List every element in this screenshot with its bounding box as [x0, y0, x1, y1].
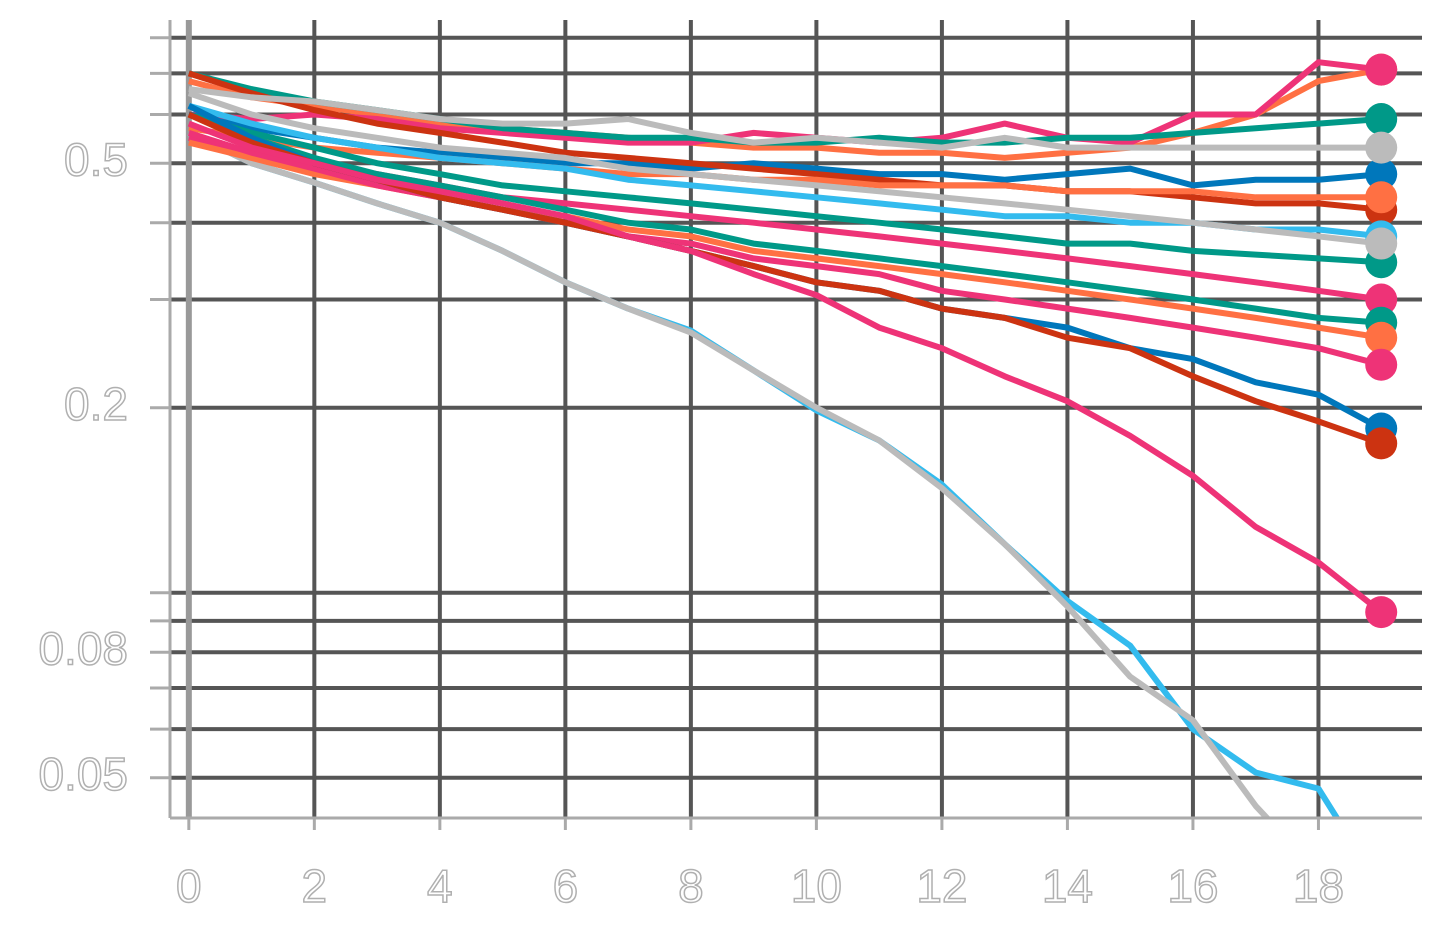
series-line: [187, 130, 1272, 818]
x-tick-label: 18: [1293, 860, 1344, 912]
series-line: [187, 111, 1382, 326]
end-marker: [1365, 427, 1398, 460]
x-tick-label: 16: [1167, 860, 1218, 912]
x-tick-label: 10: [791, 860, 842, 912]
y-tick-label: 0.2: [64, 378, 128, 430]
end-marker: [1365, 348, 1398, 381]
end-marker: [1365, 227, 1398, 260]
series-line: [187, 111, 1382, 266]
x-tick-label: 8: [678, 860, 704, 912]
series-line: [187, 130, 1382, 368]
end-marker: [1365, 158, 1398, 191]
x-tick-label: 0: [176, 860, 202, 912]
end-marker: [1365, 596, 1398, 629]
end-marker: [1365, 131, 1398, 164]
series-line: [187, 120, 1384, 615]
axes: 0.5 0.2 0.08 0.05 0 2 4 6 8 10 12 14 16 18: [38, 20, 1422, 913]
end-marker: [1365, 103, 1398, 136]
series-line: [187, 90, 1382, 247]
end-marker: [1365, 53, 1398, 86]
end-marker: [1365, 321, 1398, 354]
end-marker: [1365, 181, 1398, 214]
end-marker: [1365, 283, 1398, 316]
y-tick-label: 0.5: [64, 133, 128, 185]
x-tick-label: 12: [916, 860, 967, 912]
grid: [170, 20, 1422, 818]
x-tick-label: 2: [302, 860, 328, 912]
x-tick-label: 6: [553, 860, 579, 912]
series-line: [188, 59, 1382, 146]
series-line: [188, 86, 1382, 151]
plot-area: [187, 53, 1398, 818]
x-tick-label: 14: [1042, 860, 1093, 912]
series-line: [187, 70, 1382, 213]
y-tick-label: 0.05: [38, 748, 128, 800]
y-tick-label: 0.08: [38, 622, 128, 674]
x-tick-label: 4: [427, 860, 453, 912]
